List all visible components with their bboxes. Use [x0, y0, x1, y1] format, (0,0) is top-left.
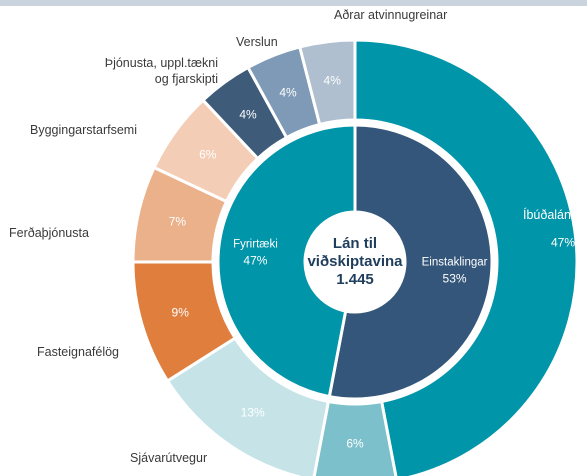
value-label: 9% — [171, 305, 189, 320]
category-label: Aðrar atvinnugreinar — [334, 8, 448, 22]
value-label: 6% — [199, 147, 217, 162]
donut-segment — [353, 38, 579, 476]
value-label: 7% — [168, 214, 187, 229]
category-label: Ferðaþjónusta — [9, 226, 89, 240]
category-label: Fasteignafélög — [37, 345, 120, 359]
value-label: 13% — [240, 405, 265, 420]
value-label: 47% — [243, 253, 268, 268]
segment-name: Einstaklingar — [421, 256, 488, 269]
value-label: 53% — [442, 271, 467, 286]
category-label: Íbúðalán — [523, 208, 571, 222]
donut-segment — [216, 123, 357, 399]
value-label: 4% — [279, 85, 297, 100]
center-label: Lán til viðskiptavina 1.445 — [307, 235, 403, 288]
value-label: 4% — [323, 73, 341, 88]
top-bar — [0, 0, 587, 6]
value-label: 47% — [550, 235, 576, 250]
value-label: 6% — [346, 436, 364, 451]
category-label: Sjávarútvegur — [130, 451, 208, 465]
category-label: Byggingarstarfsemi — [30, 123, 137, 137]
segment-name: Fyrirtæki — [233, 238, 278, 251]
donut-segment — [297, 38, 357, 127]
category-label: Þjónusta, uppl.tækni og fjarskipti — [104, 56, 218, 86]
donut-segment — [327, 123, 494, 401]
value-label: 4% — [239, 107, 257, 122]
category-label: Verslun — [236, 35, 278, 49]
